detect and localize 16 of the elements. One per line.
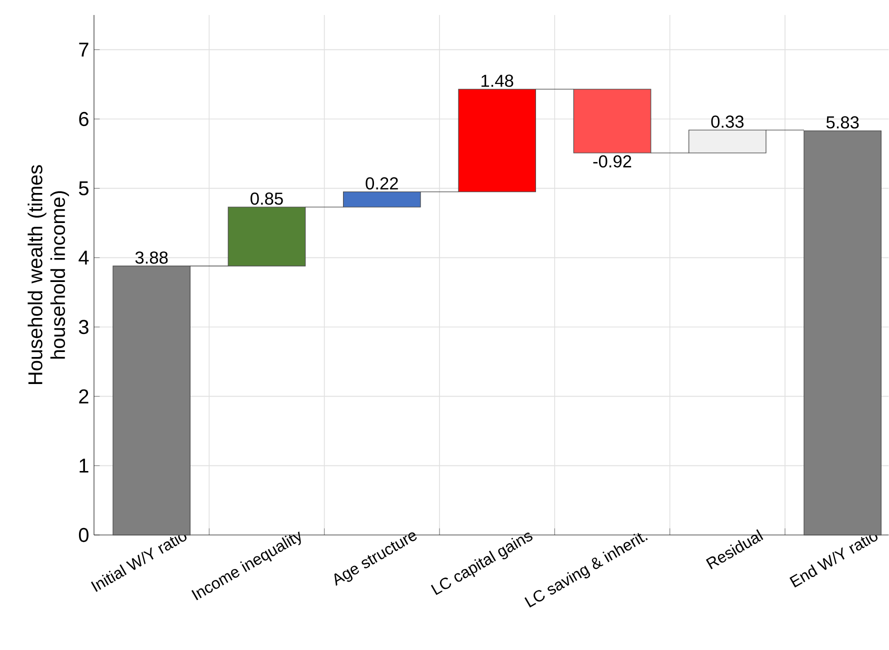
- y-axis-title: Household wealth (times household income): [28, 165, 70, 384]
- y-tick-label: 7: [79, 42, 88, 57]
- y-tick-label: 3: [78, 320, 88, 334]
- data-label: 0.22: [366, 177, 398, 190]
- data-label: 0.85: [250, 192, 283, 205]
- y-tick-label: 6: [79, 112, 88, 126]
- y-tick-label: 2: [79, 389, 88, 404]
- y-tick-label: 1: [80, 458, 88, 473]
- y-tick-label: 5: [78, 181, 88, 196]
- data-label: 0.33: [711, 116, 744, 128]
- data-label: 3.88: [135, 251, 168, 264]
- y-tick-label: 0: [78, 528, 88, 542]
- y-tick-label: 4: [78, 250, 89, 265]
- data-label: 1.48: [482, 74, 514, 87]
- data-label: -0.92: [593, 155, 632, 168]
- data-label: 5.83: [826, 116, 859, 129]
